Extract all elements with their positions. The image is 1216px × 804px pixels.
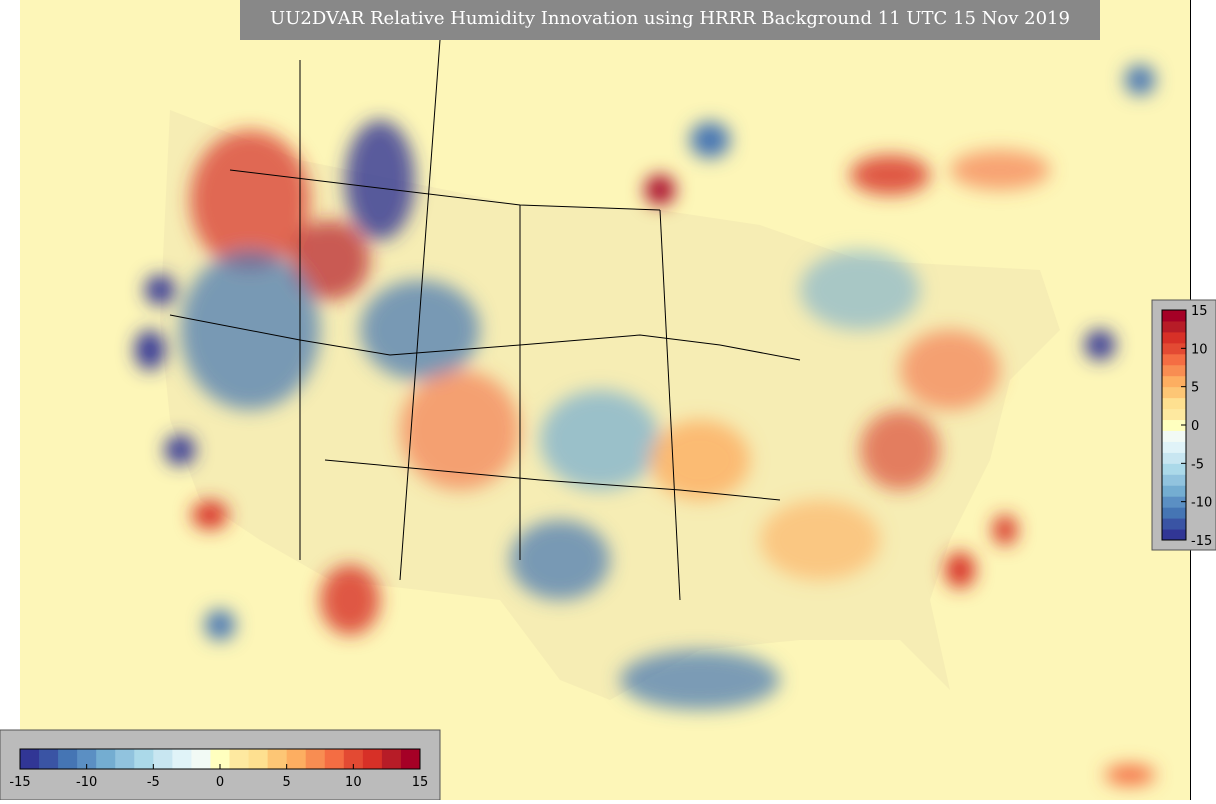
- colorbar-segment: [1162, 430, 1186, 442]
- colorbar-tick-label: -15: [1191, 534, 1212, 549]
- colorbar-segment: [1162, 529, 1186, 541]
- colorbar-segment: [1162, 507, 1186, 519]
- colorbar-segment: [362, 749, 383, 769]
- colorbar-segment: [1162, 310, 1186, 322]
- colorbar-segment: [115, 749, 135, 769]
- colorbar-segment: [1162, 320, 1186, 333]
- colorbar-segment: [229, 749, 250, 769]
- colorbar-segment: [1162, 441, 1186, 453]
- colorbar-tick-label: -5: [147, 775, 160, 790]
- colorbar-segment: [210, 749, 231, 769]
- map: [20, 0, 1190, 800]
- colorbar-segment: [39, 749, 59, 769]
- colorbar-segment: [1162, 452, 1186, 464]
- colorbar-segment: [1162, 364, 1186, 377]
- colorbar-tick-label: 15: [412, 775, 429, 790]
- colorbar-segment: [400, 749, 421, 769]
- colorbar-segment: [1162, 375, 1186, 388]
- colorbar-segment: [1162, 474, 1186, 486]
- colorbar-tick-label: 5: [1191, 381, 1199, 396]
- colorbar-segment: [58, 749, 78, 769]
- colorbar-segment: [1162, 518, 1186, 530]
- colorbar-tick-label: -5: [1191, 457, 1204, 472]
- colorbar-tick-label: 5: [283, 775, 291, 790]
- colorbar-segment: [343, 749, 364, 769]
- colorbar-tick-label: 10: [345, 775, 362, 790]
- colorbar-segment: [20, 749, 40, 769]
- colorbar-segment: [381, 749, 402, 769]
- map-title: UU2DVAR Relative Humidity Innovation usi…: [270, 8, 1070, 29]
- boundaries: [169, 39, 801, 601]
- colorbar-segment: [172, 749, 192, 769]
- colorbar-tick-label: 0: [1191, 419, 1199, 434]
- colorbar-tick-label: 15: [1191, 304, 1208, 319]
- colorbar-segment: [1162, 331, 1186, 344]
- colorbar-segment: [1162, 496, 1186, 508]
- title-box: [240, 0, 1100, 40]
- humidity-field: [135, 65, 1155, 785]
- colorbar-segment: [1162, 485, 1186, 497]
- colorbar-segment: [1162, 463, 1186, 475]
- colorbar-tick-label: 10: [1191, 342, 1208, 357]
- colorbar-segment: [305, 749, 326, 769]
- colorbar-segment: [191, 749, 211, 769]
- colorbar-tick-label: -15: [9, 775, 30, 790]
- colorbar-segment: [286, 749, 307, 769]
- colorbar-tick-label: -10: [76, 775, 97, 790]
- colorbar-segment: [267, 749, 288, 769]
- colorbar-segment: [1162, 419, 1186, 431]
- colorbar-segment: [134, 749, 154, 769]
- colorbar-segment: [1162, 397, 1186, 410]
- colorbar-segment: [324, 749, 345, 769]
- colorbar-segment: [1162, 342, 1186, 355]
- colorbar-segment: [1162, 408, 1186, 421]
- colorbar-segment: [77, 749, 97, 769]
- colorbar-segment: [248, 749, 269, 769]
- colorbar-segment: [153, 749, 173, 769]
- colorbar-segment: [1162, 386, 1186, 399]
- colorbar-segment: [1162, 353, 1186, 366]
- colorbar-segment: [96, 749, 116, 769]
- colorbar-tick-label: 0: [216, 775, 224, 790]
- colorbar-tick-label: -10: [1191, 496, 1212, 511]
